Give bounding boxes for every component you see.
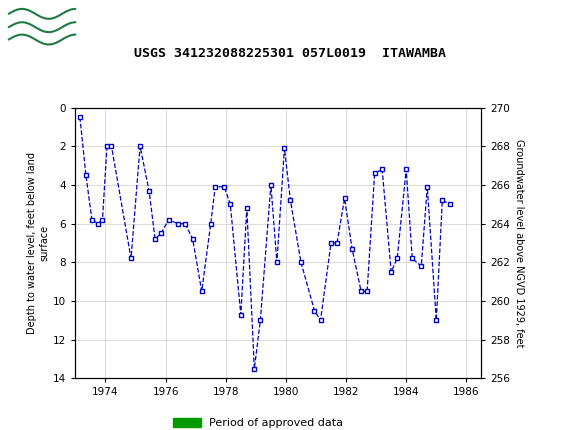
Text: USGS: USGS xyxy=(90,15,154,35)
Legend: Period of approved data: Period of approved data xyxy=(168,413,348,430)
Y-axis label: Groundwater level above NGVD 1929, feet: Groundwater level above NGVD 1929, feet xyxy=(514,139,524,347)
Y-axis label: Depth to water level, feet below land
surface: Depth to water level, feet below land su… xyxy=(27,152,49,334)
Text: USGS 341232088225301 057L0019  ITAWAMBA: USGS 341232088225301 057L0019 ITAWAMBA xyxy=(134,47,446,60)
